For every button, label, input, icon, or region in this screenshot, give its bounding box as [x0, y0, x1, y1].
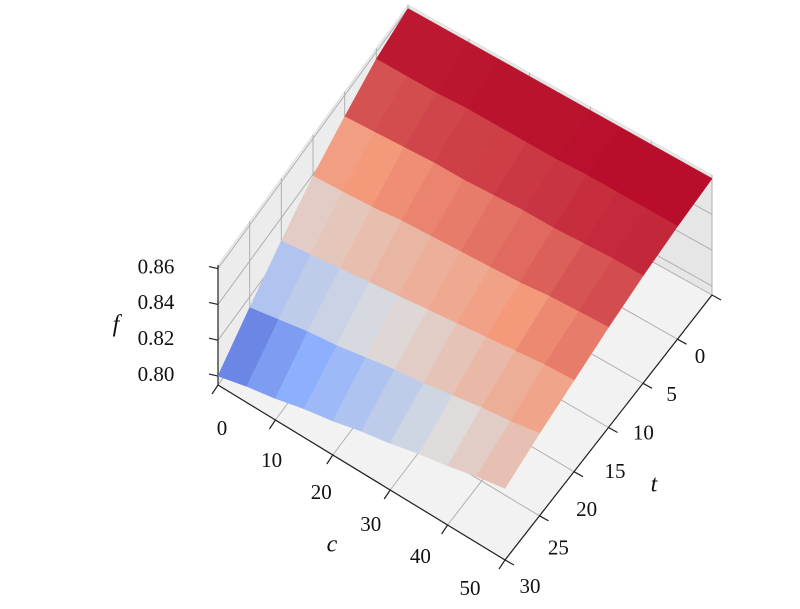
y-tick-label: 15: [605, 459, 626, 483]
y-tick-label: 30: [520, 574, 541, 598]
y-tick: [642, 382, 653, 389]
surface: [217, 8, 713, 489]
grid-line: [217, 8, 409, 269]
x-axis-line: [217, 384, 506, 561]
y-tick: [504, 559, 515, 566]
y-tick: [711, 294, 722, 301]
y-tick-label: 10: [633, 420, 654, 444]
y-tick-label: 20: [576, 497, 597, 521]
z-tick: [208, 373, 219, 377]
z-tick: [208, 265, 219, 270]
x-tick-label: 50: [460, 576, 481, 600]
y-tick-label: 25: [548, 535, 569, 559]
y-tick: [608, 426, 618, 434]
x-tick-label: 30: [360, 512, 381, 536]
surface-patch: [475, 421, 540, 489]
z-tick-label: 0.82: [138, 326, 175, 350]
x-tick: [211, 384, 219, 395]
x-tick-label: 0: [217, 416, 228, 440]
y-tick-label: 0: [695, 344, 706, 368]
z-tick-label: 0.84: [138, 290, 175, 314]
x-tick: [441, 524, 449, 535]
x-tick: [268, 419, 276, 430]
x-axis-label: c: [327, 532, 338, 558]
x-tick-label: 10: [261, 448, 282, 472]
z-tick-label: 0.86: [138, 254, 175, 278]
y-tick: [539, 515, 549, 522]
y-tick-label: 5: [666, 382, 677, 406]
z-tick: [208, 337, 219, 341]
x-tick-label: 40: [410, 544, 431, 568]
z-axis-label: f: [113, 312, 123, 338]
z-tick-label: 0.80: [138, 362, 175, 386]
y-tick: [677, 338, 687, 345]
x-tick: [383, 489, 391, 500]
y-tick: [573, 471, 584, 478]
z-tick: [208, 301, 219, 305]
x-tick-label: 20: [311, 480, 332, 504]
y-axis-label: t: [651, 472, 659, 498]
x-tick: [326, 454, 334, 465]
x-tick: [498, 559, 506, 570]
